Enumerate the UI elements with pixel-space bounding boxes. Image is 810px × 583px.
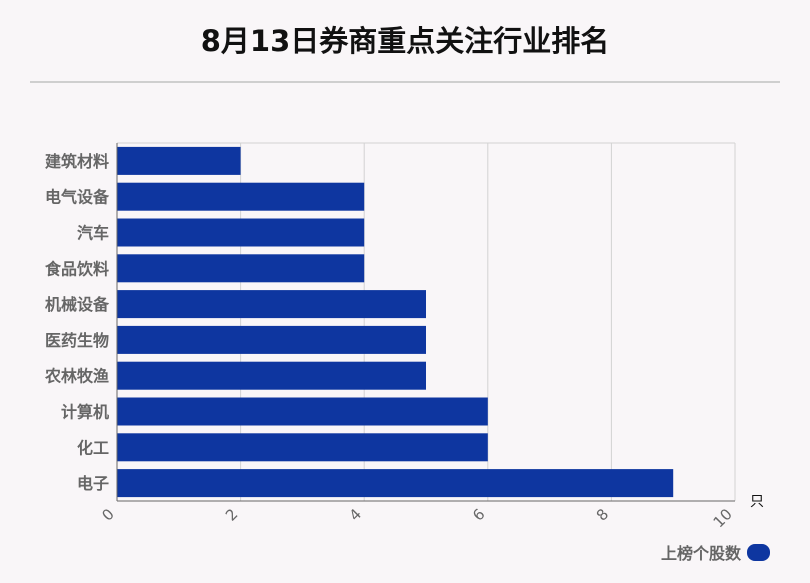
category-label: 食品饮料 — [44, 259, 109, 278]
category-label: 化工 — [77, 438, 109, 457]
x-tick-label: 10 — [710, 505, 736, 531]
category-label: 机械设备 — [45, 295, 110, 314]
category-label: 农林牧渔 — [44, 367, 109, 386]
x-tick-label: 2 — [222, 505, 241, 524]
bar — [117, 469, 674, 498]
legend-swatch — [747, 543, 770, 561]
legend[interactable]: 上榜个股数 — [661, 540, 770, 564]
category-label: 医药生物 — [45, 331, 109, 350]
category-label: 电气设备 — [45, 188, 110, 207]
bar — [117, 290, 426, 319]
bar — [117, 433, 488, 462]
category-label: 建筑材料 — [45, 152, 109, 171]
title-divider — [30, 81, 780, 83]
x-tick-label: 6 — [469, 505, 488, 524]
bar — [117, 397, 488, 426]
bar — [117, 218, 365, 247]
category-label: 汽车 — [77, 224, 109, 243]
x-tick-label: 4 — [346, 505, 365, 524]
chart-title: 8月13日券商重点关注行业排名 — [200, 24, 610, 58]
category-label: 计算机 — [61, 403, 109, 422]
bar — [117, 254, 365, 283]
x-tick-label: 8 — [593, 505, 612, 524]
legend-label: 上榜个股数 — [660, 544, 741, 563]
bar — [117, 325, 426, 354]
x-axis-unit-label: 只 — [750, 494, 764, 510]
bar — [117, 182, 365, 211]
bar — [117, 361, 426, 390]
x-tick-label: 0 — [98, 505, 117, 524]
bar — [117, 146, 241, 175]
category-label: 电子 — [77, 474, 109, 493]
